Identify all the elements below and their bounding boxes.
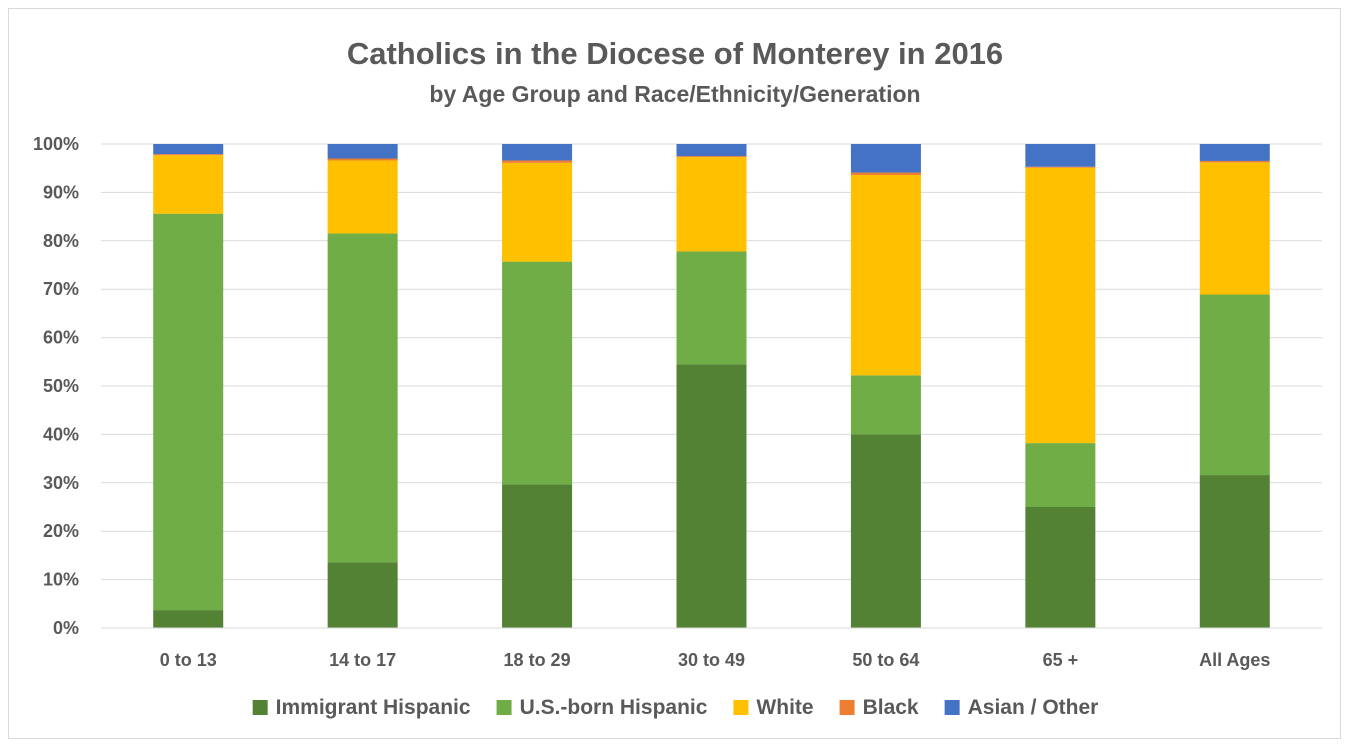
legend-swatch bbox=[839, 700, 855, 715]
bar-segment bbox=[676, 156, 747, 158]
x-tick-label: 14 to 17 bbox=[329, 650, 396, 670]
bar-segment bbox=[1025, 144, 1096, 167]
legend-item: Asian / Other bbox=[944, 696, 1099, 719]
y-tick-label: 40% bbox=[43, 424, 79, 444]
legend-label: Immigrant Hispanic bbox=[276, 696, 471, 719]
bar-segment bbox=[850, 375, 921, 435]
legend-item: Immigrant Hispanic bbox=[252, 696, 471, 719]
bar-stack bbox=[1199, 144, 1270, 628]
y-tick-label: 90% bbox=[43, 182, 79, 202]
bar-segment bbox=[850, 144, 921, 173]
y-tick-label: 10% bbox=[43, 570, 79, 590]
bar-segment bbox=[676, 364, 747, 628]
x-tick-label: 0 to 13 bbox=[160, 650, 217, 670]
bar-stack bbox=[850, 144, 921, 628]
bar-stack bbox=[676, 144, 747, 628]
y-tick-label: 70% bbox=[43, 279, 79, 299]
bar-segment bbox=[1025, 507, 1096, 628]
chart-subtitle: by Age Group and Race/Ethnicity/Generati… bbox=[429, 81, 920, 107]
bar-segment bbox=[502, 160, 573, 163]
x-tick-label: 50 to 64 bbox=[852, 650, 919, 670]
bar-segment bbox=[676, 157, 747, 252]
bar-segment bbox=[327, 233, 398, 563]
bars bbox=[153, 144, 1270, 628]
bar-segment bbox=[1025, 167, 1096, 444]
legend-label: White bbox=[756, 696, 813, 719]
bar-segment bbox=[153, 154, 224, 156]
legend-item: White bbox=[733, 696, 814, 719]
bar-segment bbox=[850, 172, 921, 175]
x-tick-label: All Ages bbox=[1199, 650, 1270, 670]
legend: Immigrant Hispanic U.S.-born Hispanic Whit… bbox=[252, 696, 1099, 719]
y-tick-label: 30% bbox=[43, 473, 79, 493]
x-tick-label: 65 + bbox=[1043, 650, 1079, 670]
bar-segment bbox=[327, 562, 398, 628]
x-tick-label: 18 to 29 bbox=[504, 650, 571, 670]
chart-title: Catholics in the Diocese of Monterey in … bbox=[347, 36, 1003, 71]
legend-swatch bbox=[944, 700, 960, 715]
bar-segment bbox=[1199, 294, 1270, 476]
legend-swatch bbox=[496, 700, 512, 715]
y-tick-label: 60% bbox=[43, 328, 79, 348]
bar-segment bbox=[676, 251, 747, 365]
x-axis-tick-labels: 0 to 13 14 to 17 18 to 29 30 to 49 50 to 64 6… bbox=[160, 650, 1271, 670]
y-tick-label: 0% bbox=[53, 618, 79, 638]
legend-swatch bbox=[252, 700, 268, 715]
y-tick-label: 100% bbox=[33, 134, 79, 154]
bar-segment bbox=[327, 160, 398, 234]
legend-swatch bbox=[733, 700, 749, 715]
legend-label: Black bbox=[863, 696, 919, 719]
y-tick-label: 80% bbox=[43, 231, 79, 251]
bar-stack bbox=[502, 144, 573, 628]
bar-segment bbox=[153, 155, 224, 214]
bar-segment bbox=[153, 610, 224, 628]
bar-segment bbox=[502, 162, 573, 262]
bar-segment bbox=[1025, 443, 1096, 507]
bar-segment bbox=[1199, 162, 1270, 295]
x-tick-label: 30 to 49 bbox=[678, 650, 745, 670]
bar-stack bbox=[1025, 144, 1096, 628]
legend-item: Black bbox=[839, 696, 919, 719]
bar-segment bbox=[153, 144, 224, 155]
bar-segment bbox=[502, 261, 573, 485]
legend-item: U.S.-born Hispanic bbox=[496, 696, 708, 719]
bar-stack bbox=[153, 144, 224, 628]
bar-segment bbox=[327, 158, 398, 161]
bar-segment bbox=[502, 144, 573, 161]
bar-segment bbox=[1199, 160, 1270, 163]
bar-segment bbox=[850, 174, 921, 376]
y-tick-label: 50% bbox=[43, 376, 79, 396]
bar-segment bbox=[327, 144, 398, 159]
bar-segment bbox=[1025, 166, 1096, 168]
bar-segment bbox=[1199, 144, 1270, 161]
bar-stack bbox=[327, 144, 398, 628]
legend-label: U.S.-born Hispanic bbox=[520, 696, 708, 719]
bar-segment bbox=[1199, 475, 1270, 628]
stacked-bar-chart: Catholics in the Diocese of Monterey in … bbox=[33, 36, 1322, 719]
legend-label: Asian / Other bbox=[968, 696, 1099, 719]
bar-segment bbox=[676, 144, 747, 157]
y-axis-tick-labels: 0% 10% 20% 30% 40% 50% 60% 70% 80% 90% 100% bbox=[33, 134, 79, 638]
bar-segment bbox=[153, 213, 224, 611]
bar-segment bbox=[502, 484, 573, 628]
y-tick-label: 20% bbox=[43, 521, 79, 541]
bar-segment bbox=[850, 434, 921, 628]
chart-frame: Catholics in the Diocese of Monterey in … bbox=[8, 8, 1341, 739]
